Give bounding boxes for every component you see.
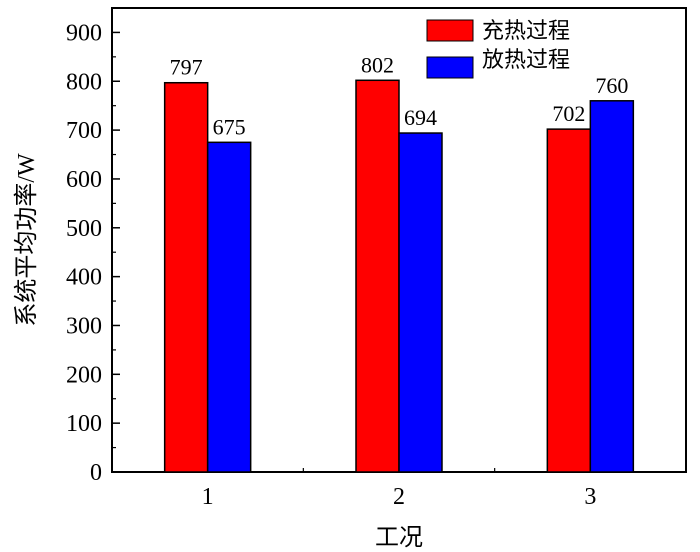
y-tick-label: 900 [66, 20, 102, 46]
y-tick-label: 200 [66, 362, 102, 388]
y-tick-label: 600 [66, 167, 102, 193]
y-tick-label: 300 [66, 313, 102, 339]
x-axis: 1 2 3 [202, 464, 596, 510]
legend-swatch-charging [426, 19, 474, 42]
y-axis-title: 系统平均功率/W [13, 153, 40, 327]
bar [206, 141, 252, 473]
data-label: 702 [552, 101, 585, 126]
bar [589, 100, 635, 473]
y-axis: 0 100 200 300 400 500 600 700 800 900 [66, 20, 120, 486]
y-tick-label: 100 [66, 411, 102, 437]
bar [398, 132, 443, 473]
legend-label-discharging: 放热过程 [482, 47, 570, 72]
data-label: 675 [213, 114, 246, 139]
y-tick-label: 0 [90, 460, 102, 486]
bar [163, 81, 209, 473]
legend-label-charging: 充热过程 [482, 18, 570, 43]
legend-swatch-discharging [426, 56, 474, 79]
legend: 充热过程 放热过程 [426, 18, 570, 79]
x-tick-label: 3 [584, 484, 596, 510]
bar-series [163, 79, 635, 473]
bar [546, 128, 592, 473]
data-label: 760 [595, 73, 628, 98]
data-labels: 797 802 702 675 694 760 [170, 52, 629, 139]
data-label: 797 [170, 55, 203, 80]
y-tick-label: 700 [66, 118, 102, 144]
y-tick-label: 400 [66, 265, 102, 291]
x-tick-label: 1 [202, 484, 214, 510]
x-axis-title: 工况 [375, 525, 423, 551]
bar [355, 79, 400, 473]
y-tick-label: 800 [66, 69, 102, 95]
x-tick-label: 2 [393, 484, 405, 510]
data-label: 802 [361, 52, 394, 77]
data-label: 694 [404, 105, 437, 130]
y-tick-label: 500 [66, 216, 102, 242]
